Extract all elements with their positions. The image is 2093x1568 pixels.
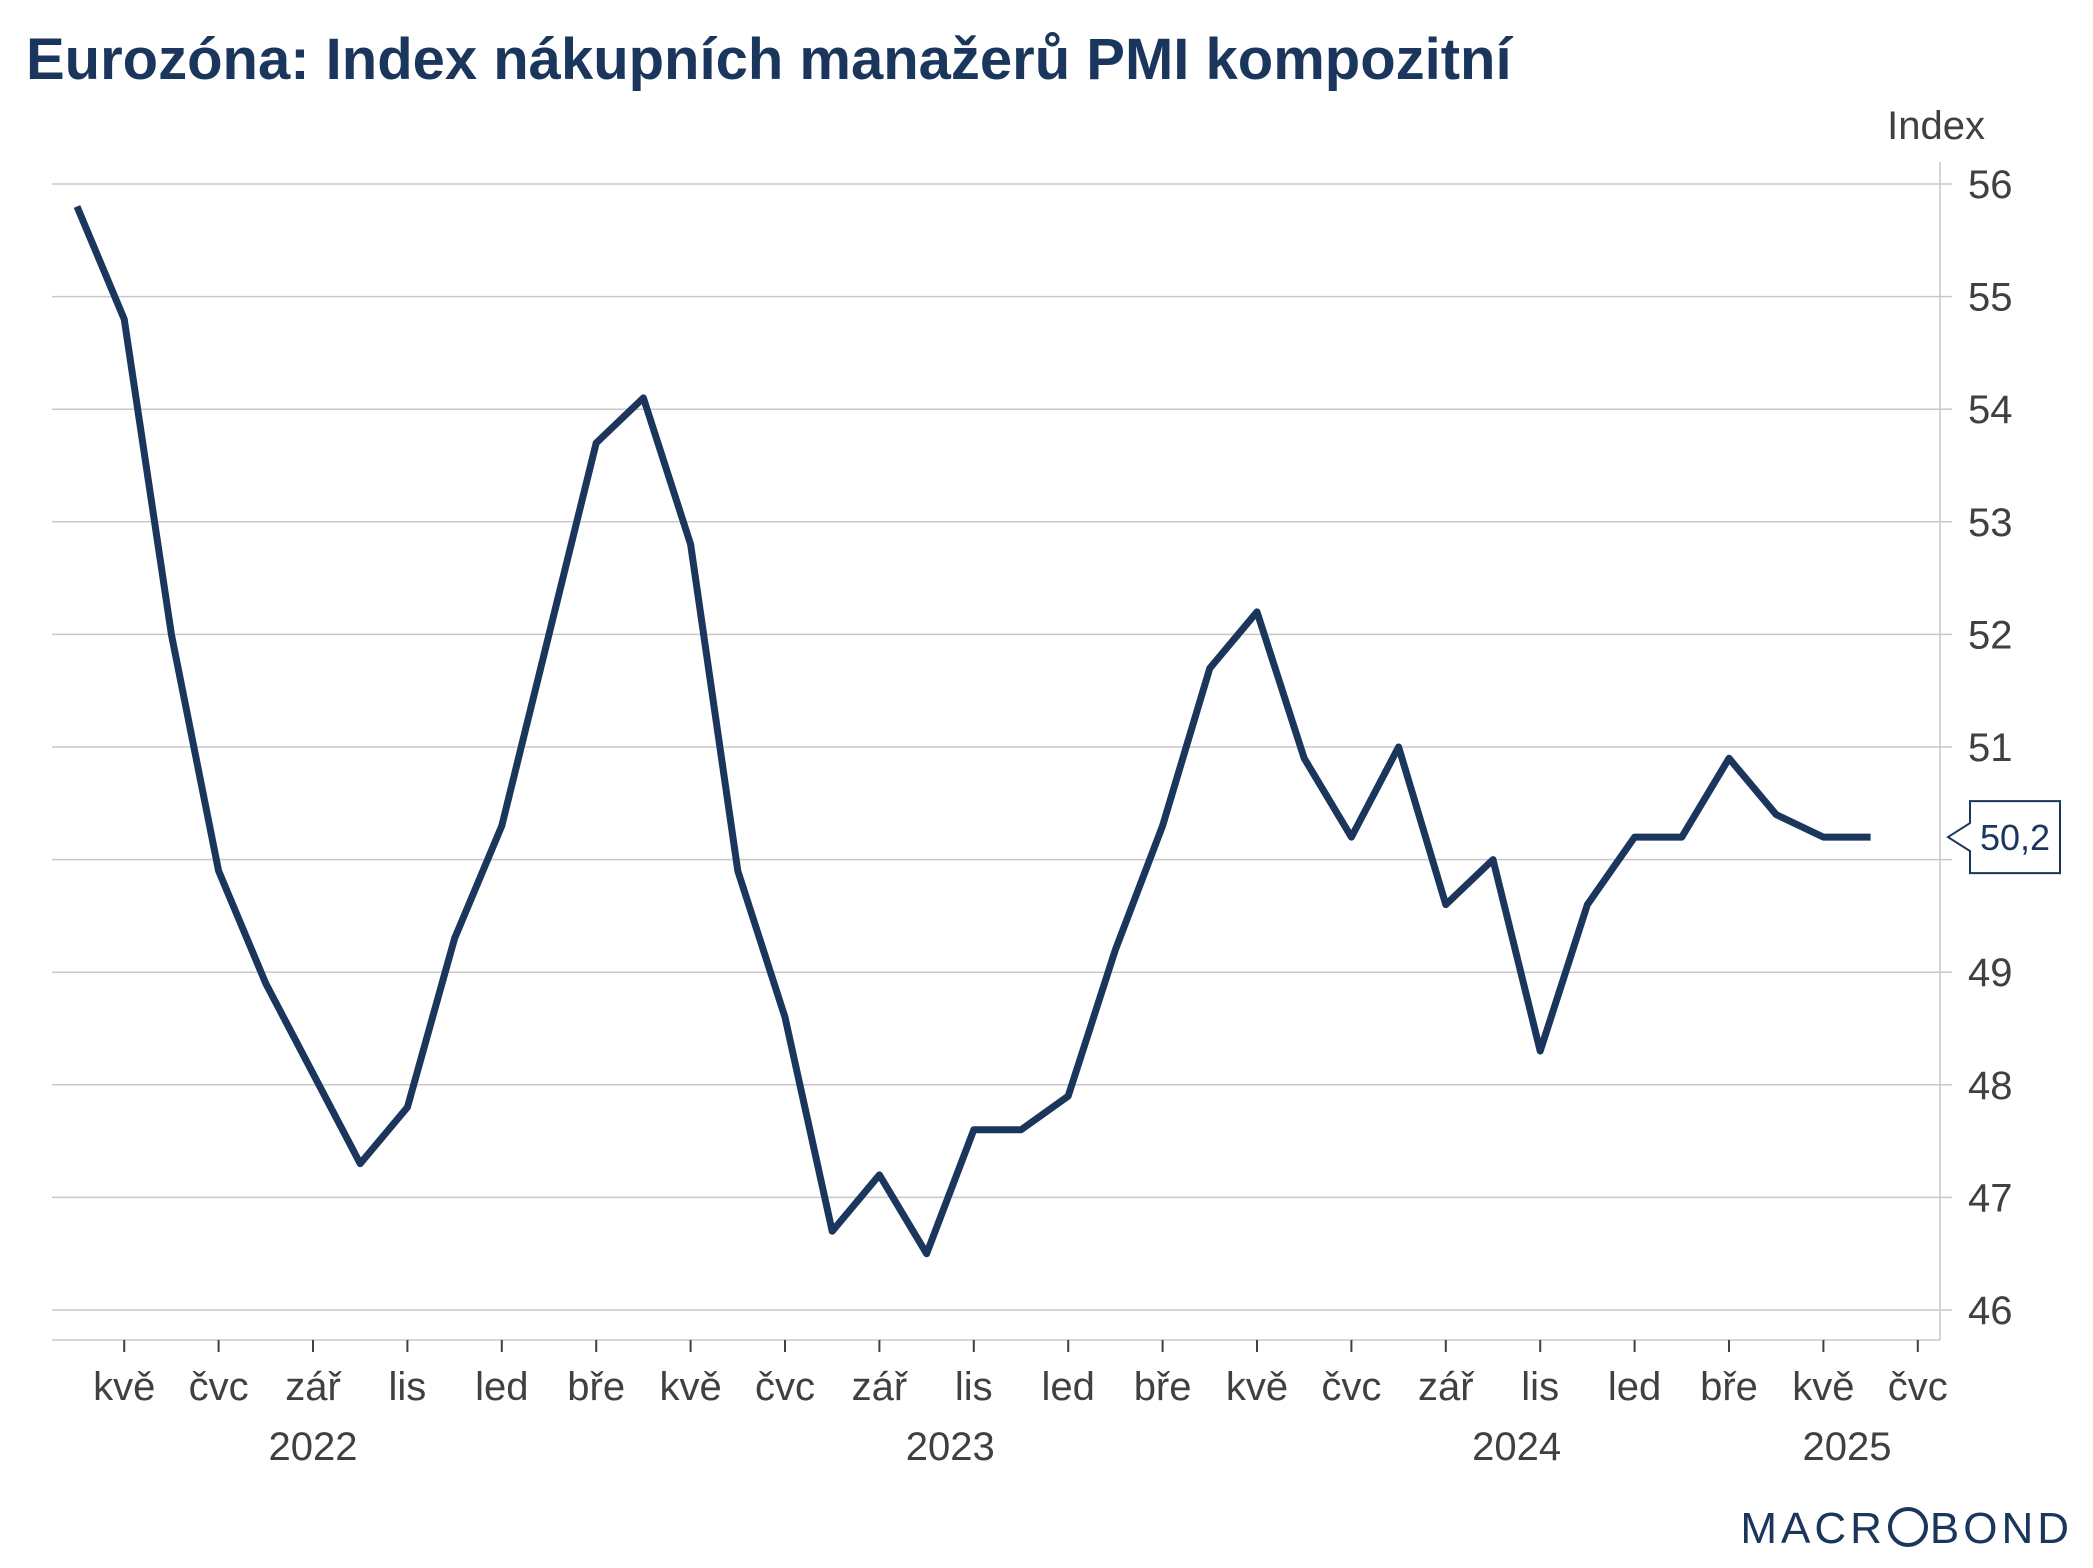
macrobond-logo: MACR BOND [1740, 1504, 2073, 1554]
y-tick-label: 49 [1968, 951, 2013, 995]
series-line [73, 205, 1871, 1258]
x-tick-label: čvc [1888, 1365, 1948, 1409]
x-tick-label: led [1608, 1365, 1661, 1409]
chart-title: Eurozóna: Index nákupních manažerů PMI k… [26, 27, 1512, 92]
x-tick-label: zář [285, 1365, 342, 1409]
y-tick-label: 48 [1968, 1064, 2013, 1108]
y-tick-label: 53 [1968, 501, 2013, 545]
series-layer [73, 205, 1871, 1258]
logo-text-right: BOND [1929, 1504, 2073, 1553]
x-tick-label: kvě [93, 1365, 155, 1409]
x-tick-label: led [475, 1365, 528, 1409]
x-tick-label: zář [852, 1365, 909, 1409]
axes [52, 162, 1952, 1352]
y-tick-label: 55 [1968, 276, 2013, 320]
y-tick-label: 47 [1968, 1176, 2013, 1220]
y-tick-label: 56 [1968, 163, 2013, 207]
x-tick-label: kvě [659, 1365, 721, 1409]
y-axis-label: Index [1887, 104, 1985, 148]
x-tick-label: led [1042, 1365, 1095, 1409]
gridlines [52, 183, 1940, 1311]
x-year-label: 2025 [1803, 1425, 1892, 1469]
y-tick-label: 46 [1968, 1289, 2013, 1333]
logo-ring-icon [1887, 1507, 1928, 1547]
x-tick-label: bře [1700, 1365, 1758, 1409]
callout-box [1946, 800, 2061, 875]
x-tick-label: lis [389, 1365, 427, 1409]
x-tick-labels: kvě čvc zář lis led bře kvě čvc zář lis led bře kvě č… [93, 1365, 1948, 1469]
y-tick-label: 54 [1968, 388, 2013, 432]
x-tick-label: zář [1418, 1365, 1475, 1409]
x-tick-label: bře [1134, 1365, 1192, 1409]
x-tick-label: čvc [755, 1365, 815, 1409]
x-year-label: 2023 [906, 1425, 995, 1469]
x-tick-label: čvc [189, 1365, 249, 1409]
last-value-callout: 50,2 [1946, 800, 2061, 875]
x-tick-label: lis [955, 1365, 993, 1409]
x-year-label: 2022 [269, 1425, 358, 1469]
y-tick-label: 51 [1968, 726, 2013, 770]
last-value-label: 50,2 [1980, 817, 2050, 858]
y-tick-labels: 5655545352515049484746 [1968, 163, 2013, 1333]
y-tick-label: 52 [1968, 613, 2013, 657]
x-tick-label: čvc [1321, 1365, 1381, 1409]
x-tick-label: kvě [1792, 1365, 1854, 1409]
x-tick-label: lis [1521, 1365, 1559, 1409]
x-tick-label: kvě [1226, 1365, 1288, 1409]
logo-text-left: MACR [1740, 1504, 1886, 1553]
x-tick-label: bře [567, 1365, 625, 1409]
x-year-label: 2024 [1472, 1425, 1561, 1469]
